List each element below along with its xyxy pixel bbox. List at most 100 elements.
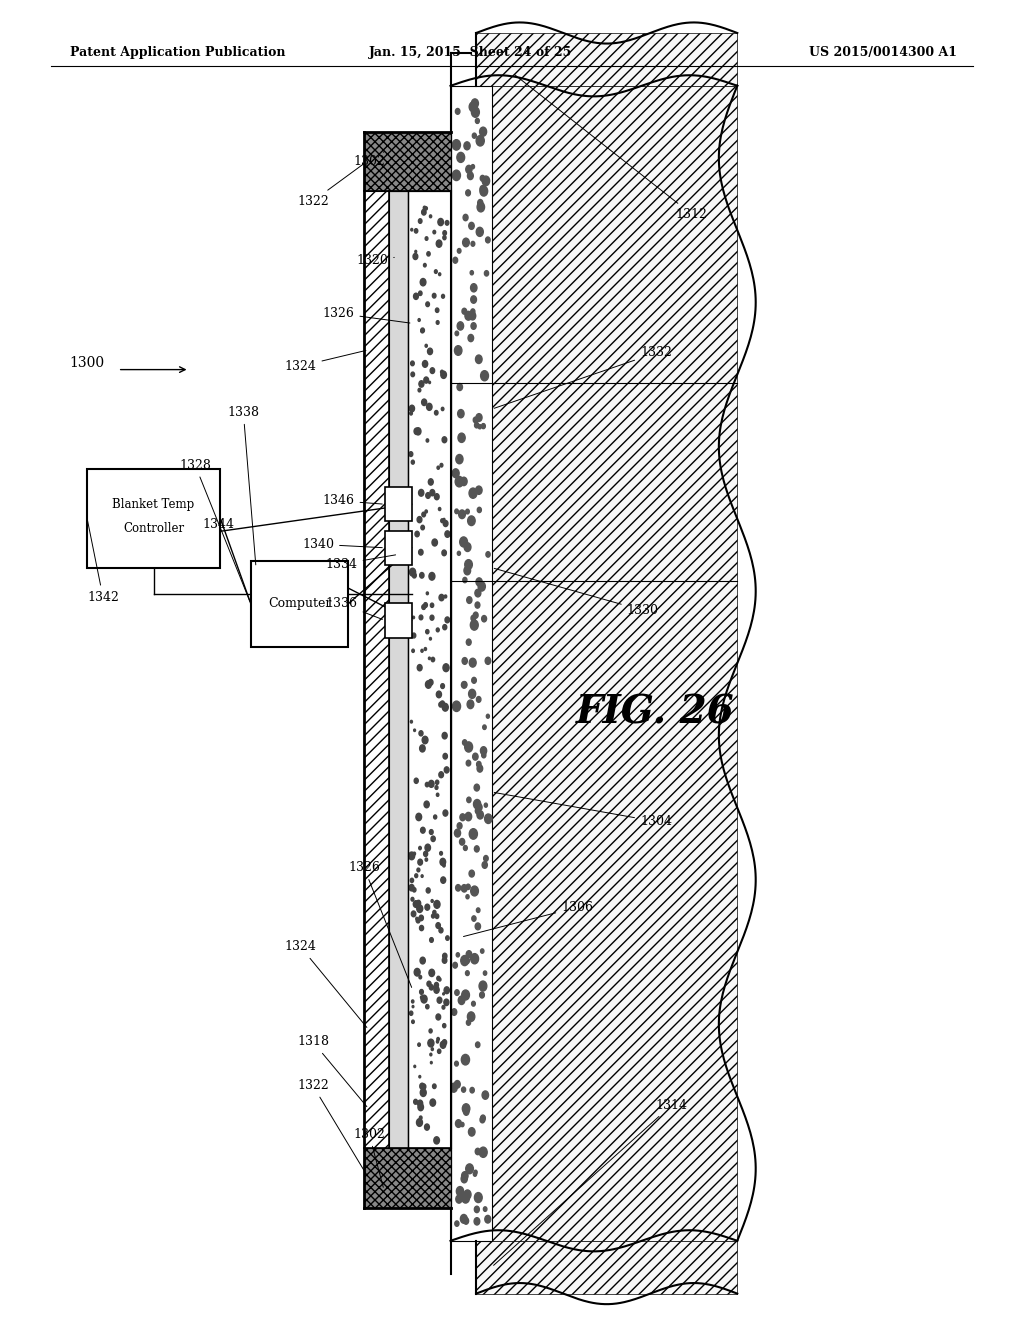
Circle shape (411, 362, 415, 366)
Circle shape (428, 479, 433, 486)
Circle shape (439, 702, 442, 708)
Circle shape (463, 739, 467, 746)
Circle shape (465, 812, 472, 821)
Circle shape (414, 428, 419, 434)
Circle shape (472, 1002, 475, 1006)
Circle shape (426, 492, 430, 499)
Bar (389, 191, 408, 1148)
Circle shape (420, 744, 425, 752)
Circle shape (427, 981, 431, 986)
Circle shape (434, 494, 439, 500)
Circle shape (422, 737, 428, 743)
Circle shape (431, 913, 434, 917)
Circle shape (415, 531, 419, 537)
Circle shape (471, 296, 476, 304)
Circle shape (457, 822, 462, 829)
Circle shape (476, 908, 480, 912)
Bar (385, 531, 412, 565)
Circle shape (455, 990, 459, 995)
Circle shape (429, 780, 434, 787)
Circle shape (419, 846, 421, 850)
Circle shape (419, 490, 424, 496)
Circle shape (413, 853, 416, 855)
Circle shape (484, 814, 492, 824)
Circle shape (480, 949, 484, 953)
Circle shape (475, 1041, 480, 1048)
Circle shape (453, 962, 458, 968)
Circle shape (414, 729, 416, 731)
Circle shape (477, 810, 483, 818)
Text: 1302: 1302 (353, 1127, 385, 1187)
Circle shape (475, 486, 482, 495)
Circle shape (462, 681, 467, 688)
Circle shape (482, 862, 487, 869)
Circle shape (471, 615, 475, 622)
Circle shape (431, 899, 433, 903)
Circle shape (456, 108, 460, 115)
Circle shape (462, 1088, 466, 1092)
Circle shape (475, 808, 480, 814)
Text: Blanket Temp: Blanket Temp (113, 499, 195, 511)
Circle shape (472, 916, 476, 921)
Circle shape (421, 995, 423, 999)
Circle shape (455, 829, 461, 837)
Circle shape (424, 851, 428, 857)
Circle shape (420, 573, 424, 578)
Circle shape (440, 876, 445, 883)
Circle shape (478, 425, 481, 429)
Text: Computer: Computer (268, 598, 331, 610)
Circle shape (415, 251, 417, 252)
Circle shape (443, 999, 449, 1006)
Bar (476, 33, 737, 86)
Circle shape (455, 1061, 459, 1067)
Text: 1328: 1328 (179, 458, 250, 602)
Circle shape (456, 1195, 462, 1203)
Circle shape (416, 428, 421, 436)
Circle shape (419, 549, 423, 556)
Text: 1324: 1324 (285, 350, 366, 372)
Circle shape (432, 539, 437, 546)
Bar (385, 487, 412, 521)
Circle shape (473, 417, 477, 422)
Circle shape (462, 884, 467, 892)
Circle shape (435, 780, 438, 784)
Circle shape (462, 1104, 470, 1114)
Circle shape (440, 519, 443, 523)
Circle shape (474, 846, 479, 851)
Circle shape (458, 409, 464, 418)
Text: 1318: 1318 (297, 1035, 367, 1106)
Circle shape (461, 956, 469, 966)
Circle shape (453, 701, 461, 711)
Circle shape (443, 754, 447, 759)
Circle shape (467, 700, 474, 709)
Circle shape (439, 851, 442, 855)
Circle shape (478, 582, 485, 591)
Circle shape (436, 692, 441, 698)
Circle shape (474, 1217, 480, 1225)
Text: 1346: 1346 (323, 494, 382, 507)
Circle shape (460, 838, 465, 845)
Circle shape (469, 870, 474, 876)
Circle shape (459, 510, 465, 519)
Circle shape (464, 543, 471, 552)
Circle shape (418, 1100, 423, 1106)
Circle shape (440, 463, 442, 467)
Circle shape (442, 1040, 446, 1045)
Circle shape (425, 783, 429, 787)
Circle shape (473, 612, 478, 618)
Circle shape (434, 986, 439, 993)
Circle shape (441, 408, 443, 411)
Text: 1340: 1340 (302, 537, 382, 550)
Circle shape (415, 228, 418, 234)
Circle shape (414, 1065, 416, 1068)
Circle shape (432, 293, 436, 298)
Circle shape (421, 828, 425, 833)
Circle shape (475, 602, 480, 609)
Circle shape (429, 638, 431, 640)
Text: 1322: 1322 (297, 1078, 368, 1176)
Circle shape (431, 836, 435, 842)
Circle shape (463, 238, 469, 247)
Circle shape (460, 814, 465, 821)
Circle shape (484, 803, 487, 808)
Circle shape (418, 902, 421, 906)
